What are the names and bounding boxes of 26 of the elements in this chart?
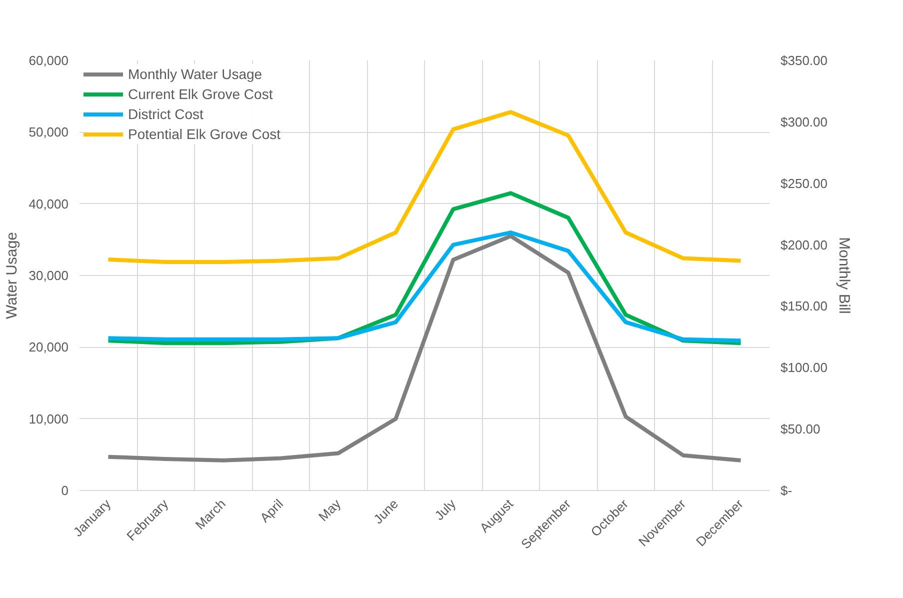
y2-tick-label: $200.00 [780,237,828,252]
y-tick-label: 50,000 [28,124,69,140]
y-tick-label: 20,000 [28,340,69,355]
legend-label: Monthly Water Usage [128,66,262,82]
legend-label: Current Elk Grove Cost [128,86,273,102]
y2-tick-label: $- [780,483,792,498]
line-series [106,110,743,264]
y-axis-title: Water Usage [4,232,21,319]
legend-label: Potential Elk Grove Cost [128,126,281,142]
y-tick-label: 0 [61,483,69,498]
y-tick-label: 40,000 [28,196,69,212]
y-tick-label: 10,000 [28,411,69,426]
y-tick-label: 30,000 [28,268,69,283]
y2-tick-label: $100.00 [780,360,828,376]
y2-tick-label: $250.00 [780,176,828,191]
y2-tick-label: $350.00 [780,53,828,68]
y2-tick-label: $150.00 [780,298,828,314]
y-tick-label: 60,000 [28,53,69,68]
y2-axis-title: Monthly Bill [835,237,852,314]
legend-label: District Cost [128,106,204,122]
y2-tick-label: $50.00 [780,422,820,437]
line-series [106,234,743,462]
x-tick-label: July [432,496,459,524]
y2-tick-label: $300.00 [780,114,828,130]
line-series [106,230,743,343]
x-tick-label: May [316,496,344,524]
